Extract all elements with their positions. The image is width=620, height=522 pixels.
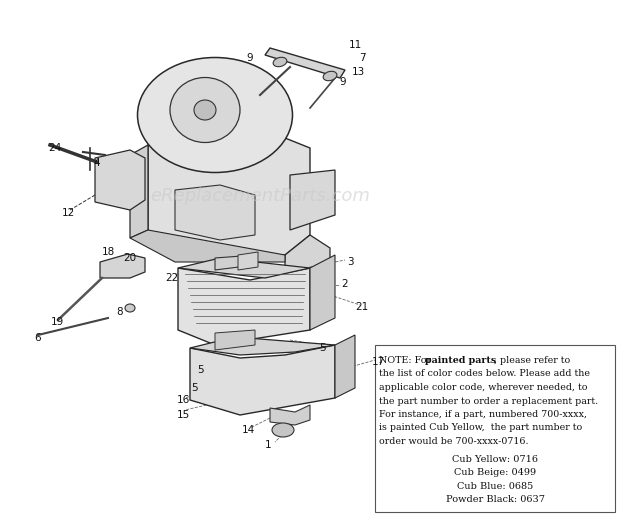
Text: 18: 18 — [102, 247, 115, 257]
Text: 13: 13 — [352, 67, 365, 77]
Ellipse shape — [170, 77, 240, 143]
Polygon shape — [178, 258, 310, 278]
Text: 8: 8 — [117, 307, 123, 317]
Text: Cub Beige: 0499: Cub Beige: 0499 — [454, 468, 536, 477]
Text: For instance, if a part, numbered 700-xxxx,: For instance, if a part, numbered 700-xx… — [379, 410, 587, 419]
Text: the list of color codes below. Please add the: the list of color codes below. Please ad… — [379, 370, 590, 378]
Text: 21: 21 — [355, 302, 369, 312]
Text: is painted Cub Yellow,  the part number to: is painted Cub Yellow, the part number t… — [379, 423, 582, 433]
Text: 19: 19 — [50, 317, 64, 327]
Text: 5: 5 — [320, 343, 326, 353]
Polygon shape — [285, 235, 330, 285]
Text: 4: 4 — [94, 158, 100, 168]
Polygon shape — [175, 185, 255, 240]
Bar — [375, 345, 615, 512]
Polygon shape — [190, 345, 335, 415]
Text: Cub Yellow: 0716: Cub Yellow: 0716 — [452, 455, 538, 464]
Text: the part number to order a replacement part.: the part number to order a replacement p… — [379, 397, 598, 406]
Ellipse shape — [138, 57, 293, 172]
Text: 17: 17 — [371, 357, 384, 367]
Text: 5: 5 — [192, 383, 198, 393]
Polygon shape — [95, 150, 145, 210]
Text: 12: 12 — [61, 208, 74, 218]
Text: applicable color code, wherever needed, to: applicable color code, wherever needed, … — [379, 383, 588, 392]
Text: Powder Black: 0637: Powder Black: 0637 — [446, 495, 544, 504]
Text: 3: 3 — [347, 257, 353, 267]
Ellipse shape — [323, 72, 337, 81]
Text: 20: 20 — [123, 253, 136, 263]
Ellipse shape — [272, 423, 294, 437]
Text: 15: 15 — [176, 410, 190, 420]
Polygon shape — [100, 254, 145, 278]
Polygon shape — [335, 335, 355, 398]
Text: 6: 6 — [35, 333, 42, 343]
Polygon shape — [215, 255, 255, 270]
Ellipse shape — [125, 304, 135, 312]
Text: 16: 16 — [176, 395, 190, 405]
Polygon shape — [310, 255, 335, 330]
Polygon shape — [148, 132, 310, 255]
Text: , please refer to: , please refer to — [494, 356, 570, 365]
Text: 11: 11 — [348, 40, 361, 50]
Ellipse shape — [194, 100, 216, 120]
Polygon shape — [290, 170, 335, 230]
Polygon shape — [238, 252, 258, 270]
Text: 1: 1 — [265, 440, 272, 450]
Text: 2: 2 — [342, 279, 348, 289]
Polygon shape — [130, 230, 285, 262]
Text: order would be 700-xxxx-0716.: order would be 700-xxxx-0716. — [379, 437, 528, 446]
Text: 22: 22 — [166, 273, 179, 283]
Polygon shape — [270, 405, 310, 425]
Ellipse shape — [273, 57, 287, 67]
Polygon shape — [130, 145, 148, 238]
Text: 5: 5 — [197, 365, 203, 375]
Text: painted parts: painted parts — [425, 356, 496, 365]
Text: Cub Blue: 0685: Cub Blue: 0685 — [457, 482, 533, 491]
Text: eReplacementParts.com: eReplacementParts.com — [151, 187, 370, 205]
Text: 24: 24 — [48, 143, 61, 153]
Polygon shape — [265, 48, 345, 78]
Text: 9: 9 — [247, 53, 254, 63]
Text: 14: 14 — [241, 425, 255, 435]
Text: 7: 7 — [359, 53, 365, 63]
Polygon shape — [178, 268, 310, 345]
Polygon shape — [190, 337, 335, 355]
Text: 9: 9 — [340, 77, 347, 87]
Text: NOTE: For: NOTE: For — [379, 356, 434, 365]
Polygon shape — [215, 330, 255, 350]
